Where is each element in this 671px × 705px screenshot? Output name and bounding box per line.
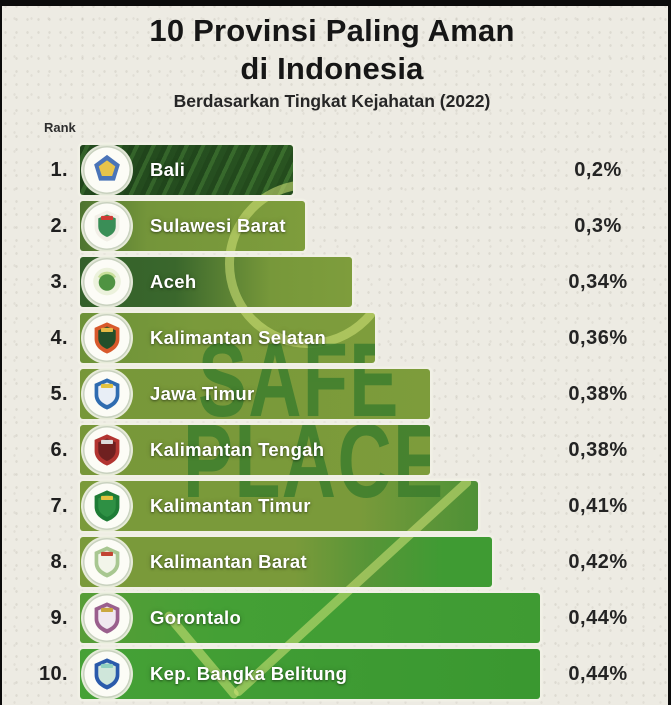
percentage-value: 0,2% [574,158,622,181]
province-emblem-icon [83,146,131,194]
province-name: Kalimantan Timur [150,495,311,516]
chart-row: 7. SAFE PLACE Kalimantan Timur 0,41% [0,481,671,531]
chart-row: 5. SAFE PLACE Jawa Timur 0,38% [0,369,671,419]
rank-number: 7. [50,494,68,517]
province-emblem-icon [83,650,131,698]
percentage-value: 0,41% [568,494,628,517]
frame-border-left [0,0,2,705]
percentage-value: 0,38% [568,438,628,461]
chart-row: 6. SAFE PLACE Kalimantan Tengah 0,38% [0,425,671,475]
rank-number: 2. [50,214,68,237]
rank-number: 6. [50,438,68,461]
chart-row: 10. SAFE PLACE Kep. Bangka Belitung 0,44… [0,649,671,699]
title-line-1: 10 Provinsi Paling Aman [149,13,515,48]
percentage-value: 0,42% [568,550,628,573]
province-name: Kalimantan Barat [150,551,307,572]
rank-number: 4. [50,326,68,349]
grass-field-overlay: SAFE PLACE [80,593,540,643]
rank-number: 1. [50,158,68,181]
field-curve-line [225,257,352,307]
chart-row: 9. SAFE PLACE Gorontalo 0,44% [0,593,671,643]
province-name: Kalimantan Tengah [150,439,325,460]
province-emblem-icon [83,370,131,418]
province-name: Kalimantan Selatan [150,327,327,348]
province-emblem-icon [83,202,131,250]
province-bar: SAFE PLACE Kep. Bangka Belitung [80,649,540,699]
rank-column-label: Rank [44,120,76,135]
province-name: Jawa Timur [150,383,255,404]
province-name: Aceh [150,271,197,292]
field-curve-line [225,180,293,195]
province-bar: SAFE PLACE Kalimantan Tengah [80,425,430,475]
rank-number: 9. [50,606,68,629]
percentage-value: 0,34% [568,270,628,293]
chart-row: 1. SAFE PLACE Bali 0,2% [0,145,671,195]
province-emblem-icon [83,314,131,362]
chart-row: 3. SAFE PLACE Aceh 0,34% [0,257,671,307]
province-bar: SAFE PLACE Kalimantan Timur [80,481,478,531]
rank-number: 10. [38,662,68,685]
province-name: Kep. Bangka Belitung [150,663,348,684]
rank-number: 5. [50,382,68,405]
field-diagonal-line [232,593,473,643]
percentage-value: 0,38% [568,382,628,405]
province-name: Gorontalo [150,607,242,628]
title-line-2: di Indonesia [240,51,424,86]
frame-border-right [668,0,671,705]
chart-row: 4. SAFE PLACE Kalimantan Selatan 0,36% [0,313,671,363]
province-bar: SAFE PLACE Jawa Timur [80,369,430,419]
province-emblem-icon [83,594,131,642]
chart-row: 8. SAFE PLACE Kalimantan Barat 0,42% [0,537,671,587]
percentage-value: 0,3% [574,214,622,237]
chart-row: 2. SAFE PLACE Sulawesi Barat 0,3% [0,201,671,251]
province-emblem-icon [83,426,131,474]
percentage-value: 0,44% [568,606,628,629]
rank-number: 8. [50,550,68,573]
province-name: Sulawesi Barat [150,215,286,236]
page-title: 10 Provinsi Paling Aman di Indonesia [0,12,664,88]
province-bar: SAFE PLACE Gorontalo [80,593,540,643]
frame-border-top [0,0,671,6]
province-bar: SAFE PLACE Kalimantan Selatan [80,313,375,363]
grass-field-overlay: SAFE PLACE [80,369,430,419]
province-name: Bali [150,159,186,180]
province-emblem-icon [83,482,131,530]
province-bar: SAFE PLACE Kalimantan Barat [80,537,492,587]
page-subtitle: Berdasarkan Tingkat Kejahatan (2022) [173,91,491,111]
percentage-value: 0,36% [568,326,628,349]
percentage-value: 0,44% [568,662,628,685]
province-emblem-icon [83,258,131,306]
rank-number: 3. [50,270,68,293]
province-emblem-icon [83,538,131,586]
